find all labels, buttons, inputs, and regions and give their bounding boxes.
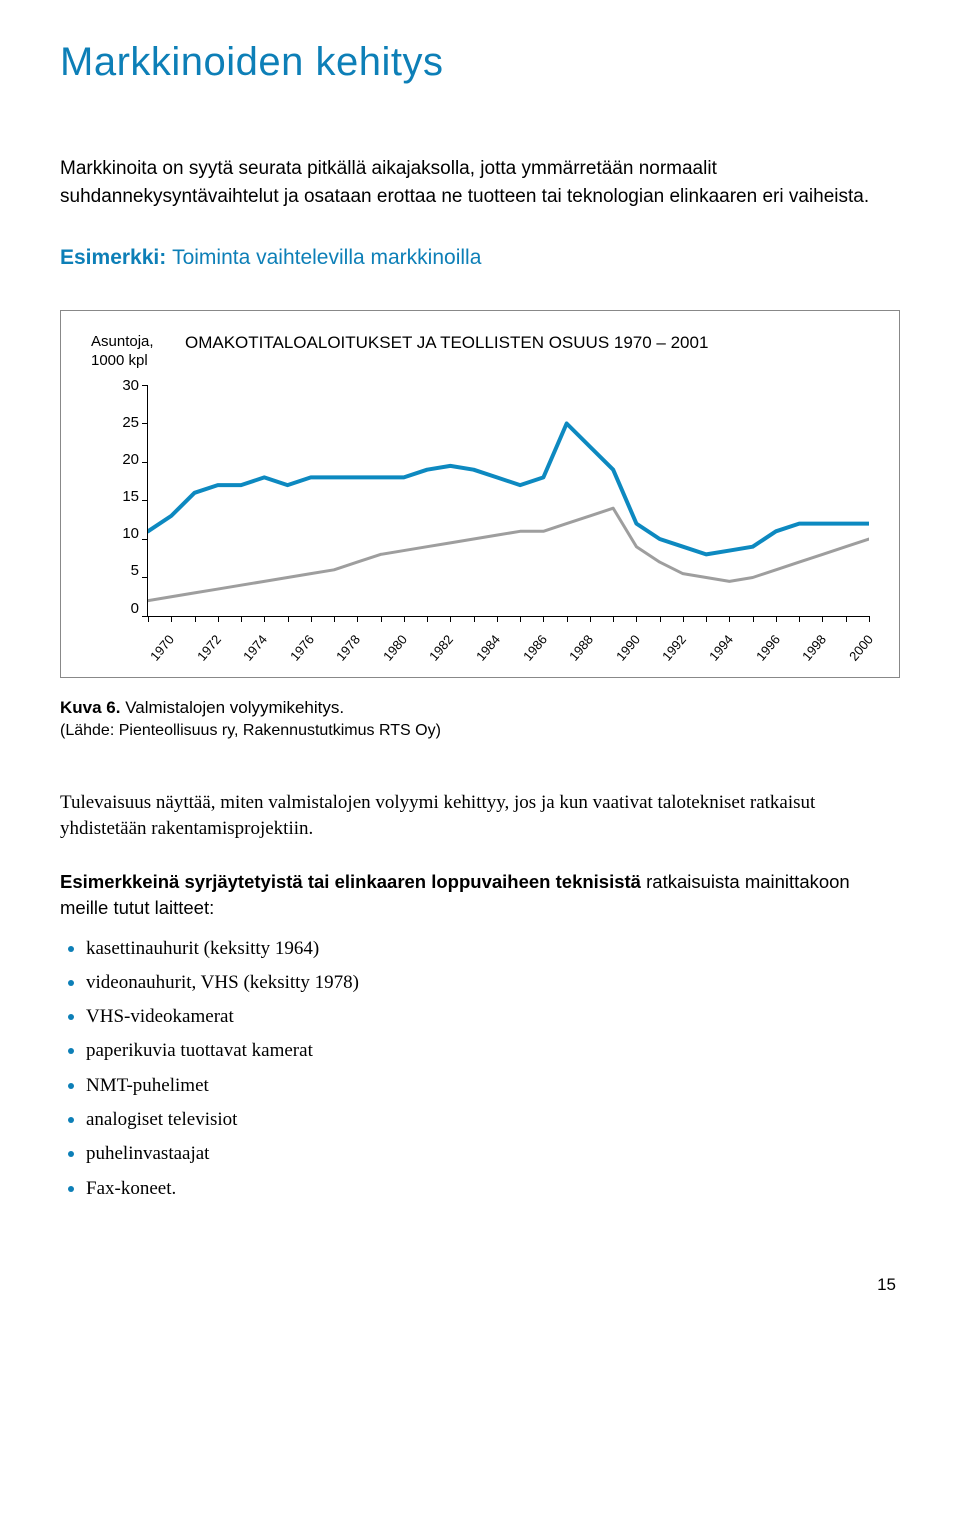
chart-plot-area: 302520151050 197019721974197619781980198… bbox=[91, 377, 869, 647]
chart-container: Asuntoja, 1000 kpl OMAKOTITALOALOITUKSET… bbox=[60, 310, 900, 678]
list-item: NMT-puhelimet bbox=[86, 1068, 900, 1102]
line-chart bbox=[148, 385, 869, 616]
list-item: puhelinvastaajat bbox=[86, 1136, 900, 1170]
figure-caption: Kuva 6. Valmistalojen volyymikehitys. bbox=[60, 698, 900, 718]
x-tick-label: 1980 bbox=[380, 631, 410, 663]
x-tick-label: 1996 bbox=[753, 631, 783, 663]
y-axis-label: Asuntoja, 1000 kpl bbox=[91, 333, 171, 371]
x-tick-label: 1992 bbox=[659, 631, 689, 663]
x-tick-label: 1978 bbox=[333, 631, 363, 663]
x-tick-label: 1972 bbox=[194, 631, 224, 663]
series-a-line bbox=[148, 423, 869, 554]
x-tick-label: 1998 bbox=[799, 631, 829, 663]
list-item: paperikuvia tuottavat kamerat bbox=[86, 1033, 900, 1067]
x-tick-label: 1988 bbox=[566, 631, 596, 663]
list-intro: Esimerkkeinä syrjäytetyistä tai elinkaar… bbox=[60, 869, 900, 921]
y-tick-label: 20 bbox=[91, 451, 139, 468]
x-tick-label: 1994 bbox=[706, 631, 736, 663]
list-item: videonauhurit, VHS (keksitty 1978) bbox=[86, 965, 900, 999]
intro-paragraph: Markkinoita on syytä seurata pitkällä ai… bbox=[60, 155, 900, 210]
y-tick-label: 25 bbox=[91, 414, 139, 431]
body-paragraph: Tulevaisuus näyttää, miten valmistalojen… bbox=[60, 790, 900, 843]
example-title: Toiminta vaihtelevilla markkinoilla bbox=[172, 246, 481, 269]
x-tick-label: 1984 bbox=[473, 631, 503, 663]
y-tick-label: 0 bbox=[91, 600, 139, 617]
list-item: VHS-videokamerat bbox=[86, 999, 900, 1033]
page-title: Markkinoiden kehitys bbox=[60, 40, 900, 85]
x-tick-label: 2000 bbox=[846, 631, 876, 663]
list-item: analogiset televisiot bbox=[86, 1102, 900, 1136]
list-item: Fax-koneet. bbox=[86, 1171, 900, 1205]
y-tick-label: 15 bbox=[91, 488, 139, 505]
series-b-line bbox=[148, 508, 869, 600]
example-label: Esimerkki: bbox=[60, 246, 166, 269]
figure-source: (Lähde: Pienteollisuus ry, Rakennustutki… bbox=[60, 722, 900, 740]
x-tick-label: 1986 bbox=[520, 631, 550, 663]
y-tick-label: 5 bbox=[91, 562, 139, 579]
page-number: 15 bbox=[60, 1275, 900, 1295]
y-tick-label: 10 bbox=[91, 525, 139, 542]
x-tick-label: 1970 bbox=[147, 631, 177, 663]
y-tick-label: 30 bbox=[91, 377, 139, 394]
chart-title: OMAKOTITALOALOITUKSET JA TEOLLISTEN OSUU… bbox=[185, 333, 708, 353]
x-tick-label: 1974 bbox=[240, 631, 270, 663]
x-tick-label: 1990 bbox=[613, 631, 643, 663]
x-tick-label: 1982 bbox=[426, 631, 456, 663]
x-tick-label: 1976 bbox=[287, 631, 317, 663]
list-item: kasettinauhurit (keksitty 1964) bbox=[86, 931, 900, 965]
example-heading: Esimerkki: Toiminta vaihtelevilla markki… bbox=[60, 246, 900, 270]
bullet-list: kasettinauhurit (keksitty 1964)videonauh… bbox=[60, 931, 900, 1205]
